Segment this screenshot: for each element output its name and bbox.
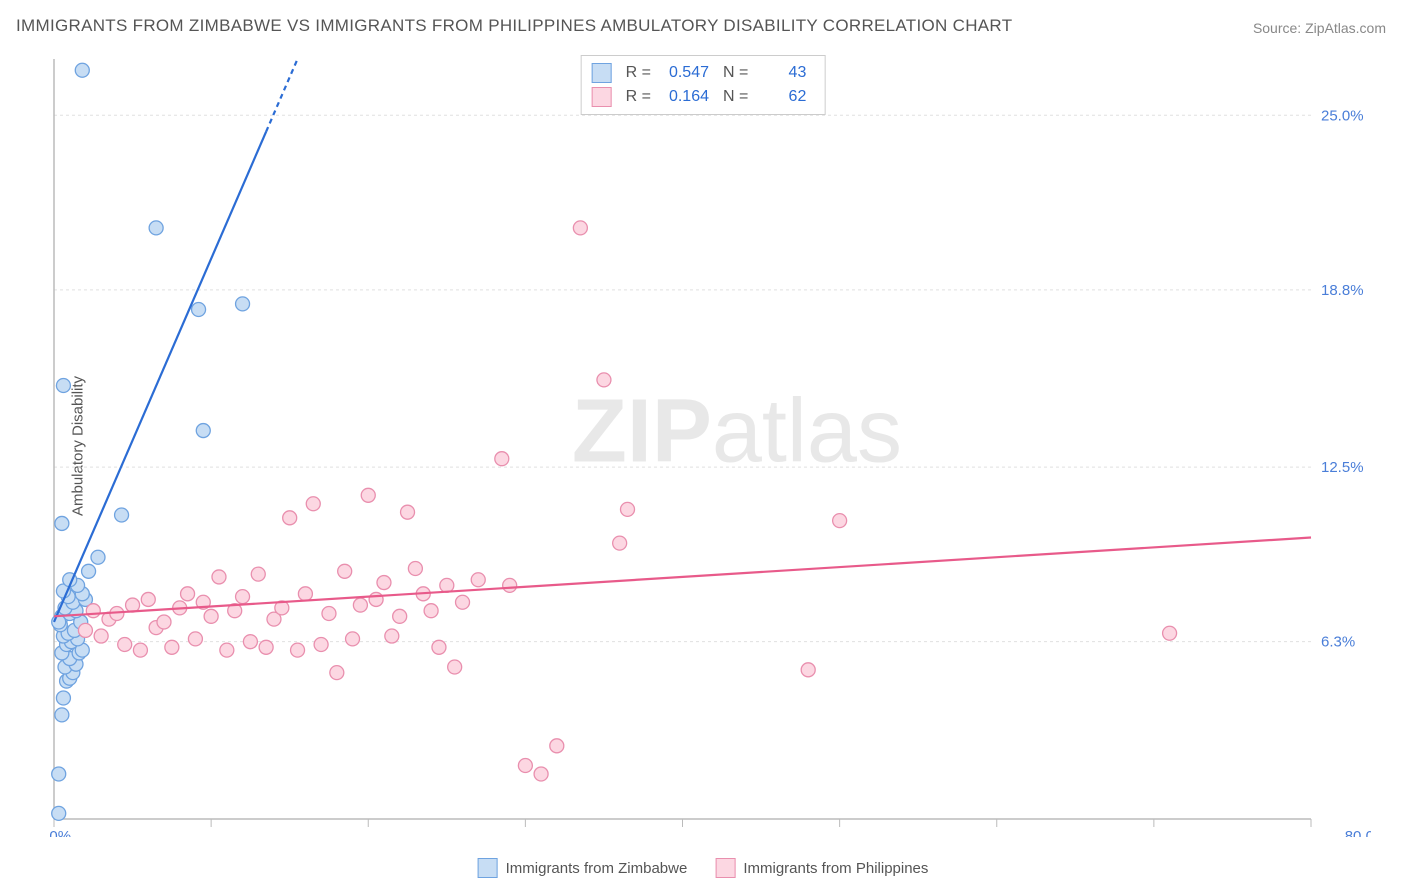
legend-stats-row-philippines: R = 0.164 N = 62 [592, 85, 807, 109]
swatch-pink-icon [715, 858, 735, 878]
svg-text:18.8%: 18.8% [1321, 282, 1364, 299]
swatch-pink-icon [592, 87, 612, 107]
legend-stats-row-zimbabwe: R = 0.547 N = 43 [592, 61, 807, 85]
legend-label: Immigrants from Philippines [743, 860, 928, 877]
svg-text:25.0%: 25.0% [1321, 107, 1364, 124]
svg-text:0.0%: 0.0% [50, 828, 71, 837]
svg-text:6.3%: 6.3% [1321, 634, 1355, 651]
scatter-chart-svg: ZIPatlas 6.3% 12.5% 18.8% 25.0% 0.0% 80.0% [50, 55, 1371, 837]
svg-text:12.5%: 12.5% [1321, 459, 1364, 476]
plot-area: ZIPatlas 6.3% 12.5% 18.8% 25.0% 0.0% 80.0% [50, 55, 1371, 837]
svg-text:80.0%: 80.0% [1345, 828, 1371, 837]
bottom-legend-item-zimbabwe: Immigrants from Zimbabwe [478, 858, 688, 878]
source-attribution: Source: ZipAtlas.com [1253, 20, 1386, 36]
swatch-blue-icon [478, 858, 498, 878]
n-value: 43 [758, 64, 806, 82]
r-label: R = [626, 64, 651, 82]
bottom-legend-item-philippines: Immigrants from Philippines [715, 858, 928, 878]
n-label: N = [723, 64, 748, 82]
legend-label: Immigrants from Zimbabwe [506, 860, 688, 877]
chart-title: IMMIGRANTS FROM ZIMBABWE VS IMMIGRANTS F… [16, 16, 1012, 36]
svg-text:ZIPatlas: ZIPatlas [572, 382, 902, 482]
legend-stats-box: R = 0.547 N = 43 R = 0.164 N = 62 [581, 55, 826, 115]
r-value: 0.164 [661, 88, 709, 106]
n-value: 62 [758, 88, 806, 106]
bottom-legend: Immigrants from Zimbabwe Immigrants from… [478, 858, 929, 878]
r-label: R = [626, 88, 651, 106]
n-label: N = [723, 88, 748, 106]
r-value: 0.547 [661, 64, 709, 82]
swatch-blue-icon [592, 63, 612, 83]
